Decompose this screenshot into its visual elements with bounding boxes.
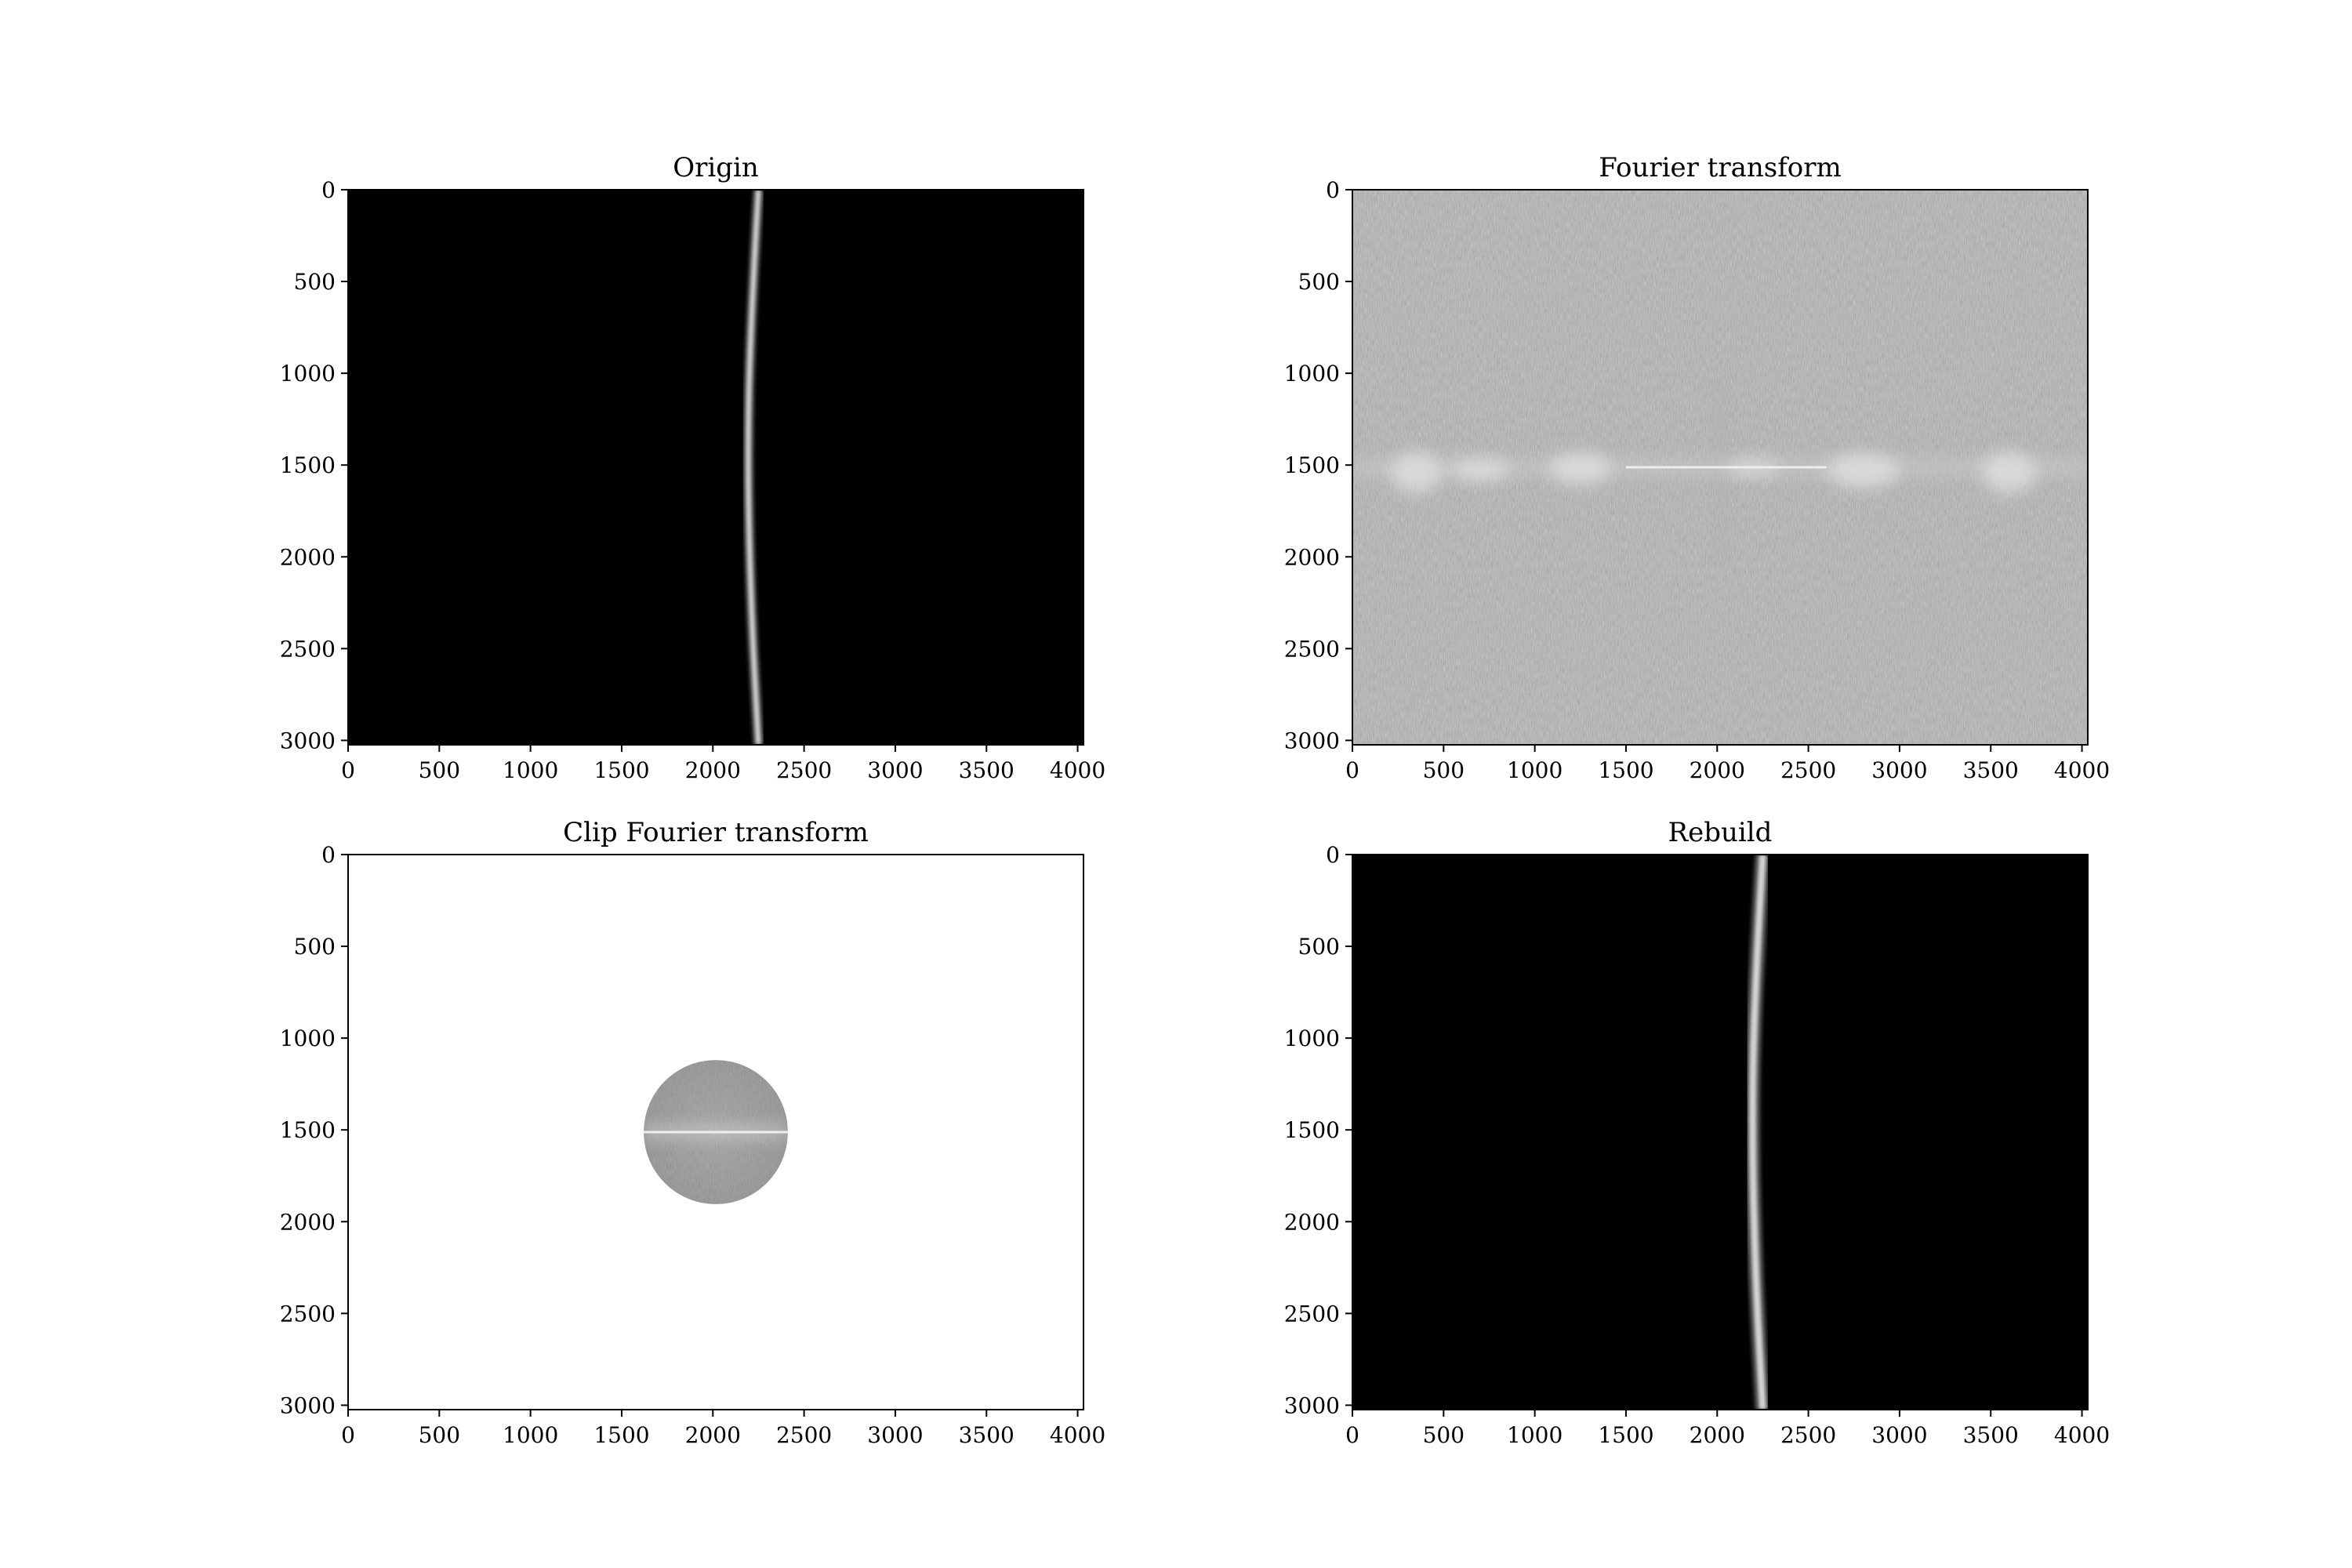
x-tick-label: 2500 — [776, 1422, 832, 1448]
y-tick-label: 2000 — [280, 1209, 336, 1235]
y-tick-label: 500 — [294, 269, 336, 295]
x-tick-label: 500 — [419, 1422, 460, 1448]
y-tick-label: 500 — [1298, 934, 1340, 960]
x-tick-label: 1500 — [593, 1422, 649, 1448]
x-tick-label: 4000 — [2054, 1422, 2110, 1448]
x-tick-label: 500 — [1423, 1422, 1465, 1448]
panel-clip: Clip Fourier transform 0 500 1000 1500 2000 25… — [280, 817, 1105, 1448]
x-tick-label: 4000 — [1050, 757, 1105, 783]
x-tick-label: 3000 — [867, 757, 923, 783]
y-tick-label: 1500 — [1284, 452, 1340, 478]
panel-title: Fourier transform — [1599, 152, 1842, 183]
y-tick-label: 500 — [294, 934, 336, 960]
y-tick-label: 1500 — [280, 452, 336, 478]
panel-origin: Origin 0 500 1000 1500 2000 2500 3000 3500 4000 0 5… — [280, 152, 1105, 783]
y-tick-label: 2500 — [280, 636, 336, 662]
x-tick-label: 2000 — [685, 757, 741, 783]
axes-frame — [347, 854, 1084, 1410]
x-tick-label: 3500 — [1963, 1422, 2019, 1448]
x-tick-label: 3500 — [1963, 757, 2019, 783]
y-tick-label: 1500 — [1284, 1117, 1340, 1143]
y-tick-label: 2500 — [280, 1301, 336, 1327]
y-tick-label: 2000 — [280, 544, 336, 570]
x-tick-label: 2500 — [1780, 757, 1836, 783]
x-tick-label: 3000 — [1871, 757, 1927, 783]
x-tick-label: 4000 — [2054, 757, 2110, 783]
y-tick-label: 2500 — [1284, 1301, 1340, 1327]
y-tick-label: 0 — [1326, 842, 1340, 868]
x-tick-label: 2000 — [685, 1422, 741, 1448]
y-tick-label: 0 — [1326, 177, 1340, 203]
x-tick-label: 1000 — [503, 757, 558, 783]
x-tick-label: 0 — [341, 1422, 355, 1448]
band-blob — [1981, 452, 2037, 493]
y-tick-label: 1000 — [1284, 1025, 1340, 1051]
band-blob — [1826, 453, 1900, 488]
y-tick-label: 3000 — [1284, 728, 1340, 753]
axes-frame — [1352, 854, 2089, 1410]
x-tick-label: 0 — [1345, 757, 1359, 783]
image-origin — [348, 190, 1083, 745]
y-tick-label: 3000 — [280, 728, 336, 753]
y-tick-label: 500 — [1298, 269, 1340, 295]
x-tick-label: 2000 — [1690, 1422, 1745, 1448]
band-blob — [1549, 452, 1612, 485]
y-tick-label: 3000 — [1284, 1392, 1340, 1418]
panel-rebuild: Rebuild 0 500 1000 1500 2000 2500 3000 3500 4000 0… — [1284, 817, 2110, 1448]
image-background — [1352, 855, 2088, 1410]
curve-line — [1748, 855, 1767, 1410]
x-tick-label: 1500 — [1598, 757, 1653, 783]
x-tick-label: 0 — [341, 757, 355, 783]
x-tick-label: 1500 — [593, 757, 649, 783]
x-tick-label: 3500 — [959, 1422, 1014, 1448]
x-tick-label: 3000 — [867, 1422, 923, 1448]
y-tick-label: 1000 — [1284, 361, 1340, 387]
y-tick-label: 0 — [321, 177, 336, 203]
band-blob — [1390, 452, 1442, 493]
y-tick-label: 2000 — [1284, 544, 1340, 570]
clip-circle — [644, 1060, 788, 1204]
x-tick-label: 2000 — [1690, 757, 1745, 783]
x-tick-label: 0 — [1345, 1422, 1359, 1448]
image-clip — [348, 855, 1083, 1410]
x-tick-label: 1000 — [1507, 1422, 1563, 1448]
y-tick-label: 2000 — [1284, 1209, 1340, 1235]
image-rebuild — [1352, 855, 2088, 1410]
panel-title: Rebuild — [1668, 817, 1773, 848]
x-tick-label: 4000 — [1050, 1422, 1105, 1448]
x-tick-label: 3000 — [1871, 1422, 1927, 1448]
y-tick-label: 1000 — [280, 361, 336, 387]
x-tick-label: 3500 — [959, 757, 1014, 783]
x-tick-label: 1000 — [503, 1422, 558, 1448]
x-tick-label: 2500 — [776, 757, 832, 783]
panel-title: Origin — [673, 152, 759, 183]
band-blob — [1450, 459, 1510, 481]
y-tick-label: 1500 — [280, 1117, 336, 1143]
axes-frame — [347, 189, 1084, 746]
y-tick-label: 1000 — [280, 1025, 336, 1051]
y-tick-label: 2500 — [1284, 636, 1340, 662]
panel-fourier: Fourier transform 0 500 1000 1500 2000 2500 300… — [1284, 152, 2110, 783]
x-tick-label: 1500 — [1598, 1422, 1653, 1448]
x-tick-label: 500 — [1423, 757, 1465, 783]
image-background — [348, 190, 1083, 745]
x-tick-label: 500 — [419, 757, 460, 783]
y-tick-label: 0 — [321, 842, 336, 868]
x-tick-label: 2500 — [1780, 1422, 1836, 1448]
image-fourier — [1352, 190, 2088, 745]
panel-title: Clip Fourier transform — [563, 817, 869, 848]
axes-frame — [1352, 189, 2089, 746]
x-tick-label: 1000 — [1507, 757, 1563, 783]
curve-line — [746, 190, 761, 745]
y-tick-label: 3000 — [280, 1392, 336, 1418]
